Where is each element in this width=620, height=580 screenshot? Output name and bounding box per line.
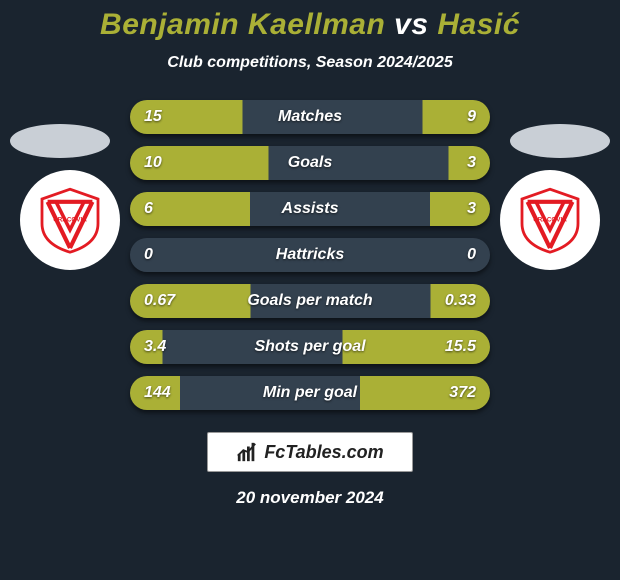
- stat-label: Matches: [278, 108, 342, 126]
- stat-label: Goals per match: [247, 292, 372, 310]
- player1-club-badge: CRACOVIA: [20, 170, 120, 270]
- stat-label: Min per goal: [263, 384, 357, 402]
- stat-right-value: 0.33: [445, 292, 476, 310]
- infographic-container: Benjamin Kaellman vs Hasić Club competit…: [0, 0, 620, 580]
- cracovia-crest-icon: CRACOVIA: [515, 185, 585, 255]
- stat-row: 0 Hattricks 0: [130, 238, 490, 272]
- stat-right-value: 3: [467, 200, 476, 218]
- stat-label: Shots per goal: [254, 338, 365, 356]
- player1-ellipse: [10, 124, 110, 158]
- stat-right-value: 3: [467, 154, 476, 172]
- page-title: Benjamin Kaellman vs Hasić: [100, 8, 520, 42]
- stat-label: Assists: [282, 200, 339, 218]
- player1-name: Benjamin Kaellman: [100, 8, 385, 41]
- stat-right-value: 372: [449, 384, 476, 402]
- stat-right-value: 0: [467, 246, 476, 264]
- brand-box: FcTables.com: [207, 432, 412, 472]
- cracovia-crest-icon: CRACOVIA: [35, 185, 105, 255]
- stat-row: 6 Assists 3: [130, 192, 490, 226]
- stat-row: 15 Matches 9: [130, 100, 490, 134]
- player2-ellipse: [510, 124, 610, 158]
- stat-left-value: 3.4: [144, 338, 166, 356]
- brand-text: FcTables.com: [264, 442, 383, 463]
- title-vs: vs: [394, 8, 428, 41]
- date-text: 20 november 2024: [236, 488, 383, 508]
- stat-left-value: 0.67: [144, 292, 175, 310]
- stat-label: Goals: [288, 154, 332, 172]
- stat-left-value: 10: [144, 154, 162, 172]
- stats-list: 15 Matches 9 10 Goals 3 6 Assists 3 0 Hattricks 0 0.…: [130, 100, 490, 410]
- chart-icon: [236, 441, 258, 463]
- stat-left-value: 15: [144, 108, 162, 126]
- stat-right-value: 15.5: [445, 338, 476, 356]
- svg-text:CRACOVIA: CRACOVIA: [533, 216, 567, 223]
- subtitle: Club competitions, Season 2024/2025: [167, 54, 452, 72]
- stat-row: 10 Goals 3: [130, 146, 490, 180]
- stat-left-value: 0: [144, 246, 153, 264]
- stat-left-value: 144: [144, 384, 171, 402]
- player2-club-badge: CRACOVIA: [500, 170, 600, 270]
- stat-row: 0.67 Goals per match 0.33: [130, 284, 490, 318]
- stat-row: 144 Min per goal 372: [130, 376, 490, 410]
- stat-row: 3.4 Shots per goal 15.5: [130, 330, 490, 364]
- svg-text:CRACOVIA: CRACOVIA: [53, 216, 87, 223]
- stat-left-value: 6: [144, 200, 153, 218]
- stat-right-value: 9: [467, 108, 476, 126]
- player2-name: Hasić: [437, 8, 520, 41]
- stat-label: Hattricks: [276, 246, 344, 264]
